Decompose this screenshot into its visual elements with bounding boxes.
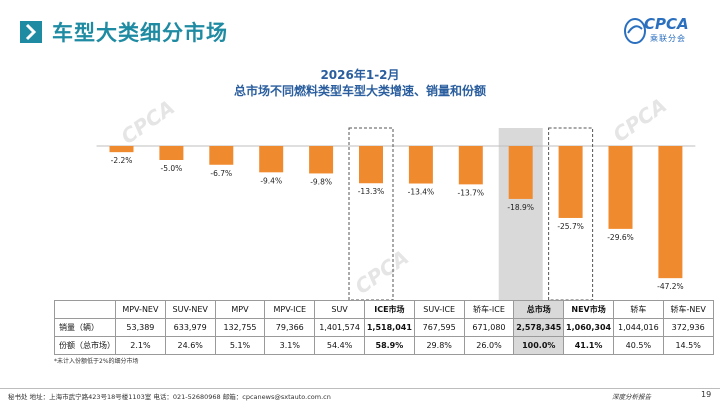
data-label: -13.3%: [358, 187, 385, 196]
bar: [359, 146, 383, 184]
table-cell: 14.5%: [662, 336, 714, 355]
bar: [259, 146, 284, 173]
data-label: -5.0%: [161, 164, 183, 173]
chart-title: 2026年1-2月: [320, 68, 400, 82]
table-cell: 79,366: [264, 318, 316, 337]
bar: [209, 146, 234, 165]
table-cell: 671,080: [463, 318, 515, 337]
footer-report-label: 深度分析报告: [612, 393, 651, 401]
bar: [408, 146, 433, 184]
table-cell: 1,518,041: [363, 318, 415, 337]
row-label: 销量（辆）: [54, 318, 116, 337]
table-cell: 1,044,016: [612, 318, 664, 337]
column-header: 总市场: [513, 300, 565, 319]
table-cell: 633,979: [164, 318, 216, 337]
cpca-logo-icon: [624, 18, 646, 44]
bar-chart: -2.2% -5.0% -6.7% -9.4% -9.8% -13.3% -13.4% -13…: [96, 127, 696, 300]
chart-subtitle: 总市场不同燃料类型车型大类增速、销量和份额: [233, 84, 486, 98]
column-header: SUV-NEV: [164, 300, 216, 319]
column-header: ICE市场: [363, 300, 415, 319]
data-label: -9.4%: [260, 176, 282, 185]
bar: [608, 146, 633, 229]
table-cell: 58.9%: [363, 336, 415, 355]
table-cell: 2.1%: [115, 336, 166, 355]
footer-divider: [0, 388, 720, 389]
arrow-icon: [20, 21, 42, 43]
bar: [309, 146, 334, 174]
table-cell: 5.1%: [214, 336, 266, 355]
bar: [558, 146, 583, 218]
table-cell: 29.8%: [413, 336, 465, 355]
table-cell: 1,401,574: [314, 318, 365, 337]
column-header: SUV: [314, 300, 365, 319]
bar: [658, 146, 683, 279]
table-cell: 1,060,304: [563, 318, 614, 337]
table-cell: 41.1%: [563, 336, 614, 355]
table-cell: 53,389: [115, 318, 166, 337]
table-cell: 2,578,345: [513, 318, 565, 337]
data-label: -18.9%: [507, 203, 534, 212]
table-cell: 26.0%: [463, 336, 515, 355]
table-row: 销量（辆） 53,389 633,979 132,755 79,366 1,40…: [54, 318, 714, 337]
column-header: 轿车-NEV: [662, 300, 714, 319]
column-header: SUV-ICE: [413, 300, 465, 319]
column-header: 轿车: [612, 300, 664, 319]
table-cell: 40.5%: [612, 336, 664, 355]
column-header: MPV: [214, 300, 266, 319]
table-cell: 767,595: [413, 318, 465, 337]
data-label: -13.7%: [458, 188, 485, 197]
column-header: MPV-ICE: [264, 300, 316, 319]
table-row: 份额（总市场） 2.1% 24.6% 5.1% 3.1% 54.4% 58.9%…: [54, 336, 714, 355]
table-cell: 372,936: [662, 318, 714, 337]
table-cell: 132,755: [214, 318, 266, 337]
table-cell: 24.6%: [164, 336, 216, 355]
data-label: -25.7%: [557, 222, 584, 231]
cpca-logo: CPCA 乘联分会: [624, 14, 704, 48]
highlight-dashed-box: [548, 127, 594, 300]
table-corner: [54, 300, 116, 319]
highlight-dashed-box: [348, 127, 394, 300]
data-table: MPV-NEV SUV-NEV MPV MPV-ICE SUV ICE市场 SU…: [54, 300, 714, 355]
page-title: 车型大类细分市场: [52, 21, 228, 45]
bar: [508, 146, 533, 199]
row-label: 份额（总市场）: [54, 336, 116, 355]
column-header: NEV市场: [563, 300, 614, 319]
column-header: 轿车-ICE: [463, 300, 515, 319]
footnote: *未计入份额低于2%的细分市场: [54, 358, 139, 365]
logo-subtext: 乘联分会: [650, 34, 686, 43]
bar: [159, 146, 184, 160]
bar: [109, 146, 134, 153]
table-cell: 100.0%: [513, 336, 565, 355]
column-header: MPV-NEV: [115, 300, 166, 319]
table-cell: 3.1%: [264, 336, 316, 355]
footer-address: 秘书处 地址：上海市武宁路423号18号楼1103室 电话：021-526809…: [8, 393, 331, 401]
data-label: -29.6%: [607, 233, 634, 242]
table-header-row: MPV-NEV SUV-NEV MPV MPV-ICE SUV ICE市场 SU…: [54, 300, 714, 319]
data-label: -9.8%: [310, 177, 332, 186]
data-label: -47.2%: [657, 282, 684, 291]
bar: [458, 146, 483, 185]
data-label: -6.7%: [210, 169, 232, 178]
header: 车型大类细分市场 CPCA 乘联分会: [0, 0, 720, 58]
data-label: -13.4%: [408, 188, 435, 197]
table-cell: 54.4%: [314, 336, 365, 355]
data-label: -2.2%: [111, 156, 133, 165]
logo-text: CPCA: [644, 15, 689, 33]
page-number: 19: [701, 390, 712, 399]
